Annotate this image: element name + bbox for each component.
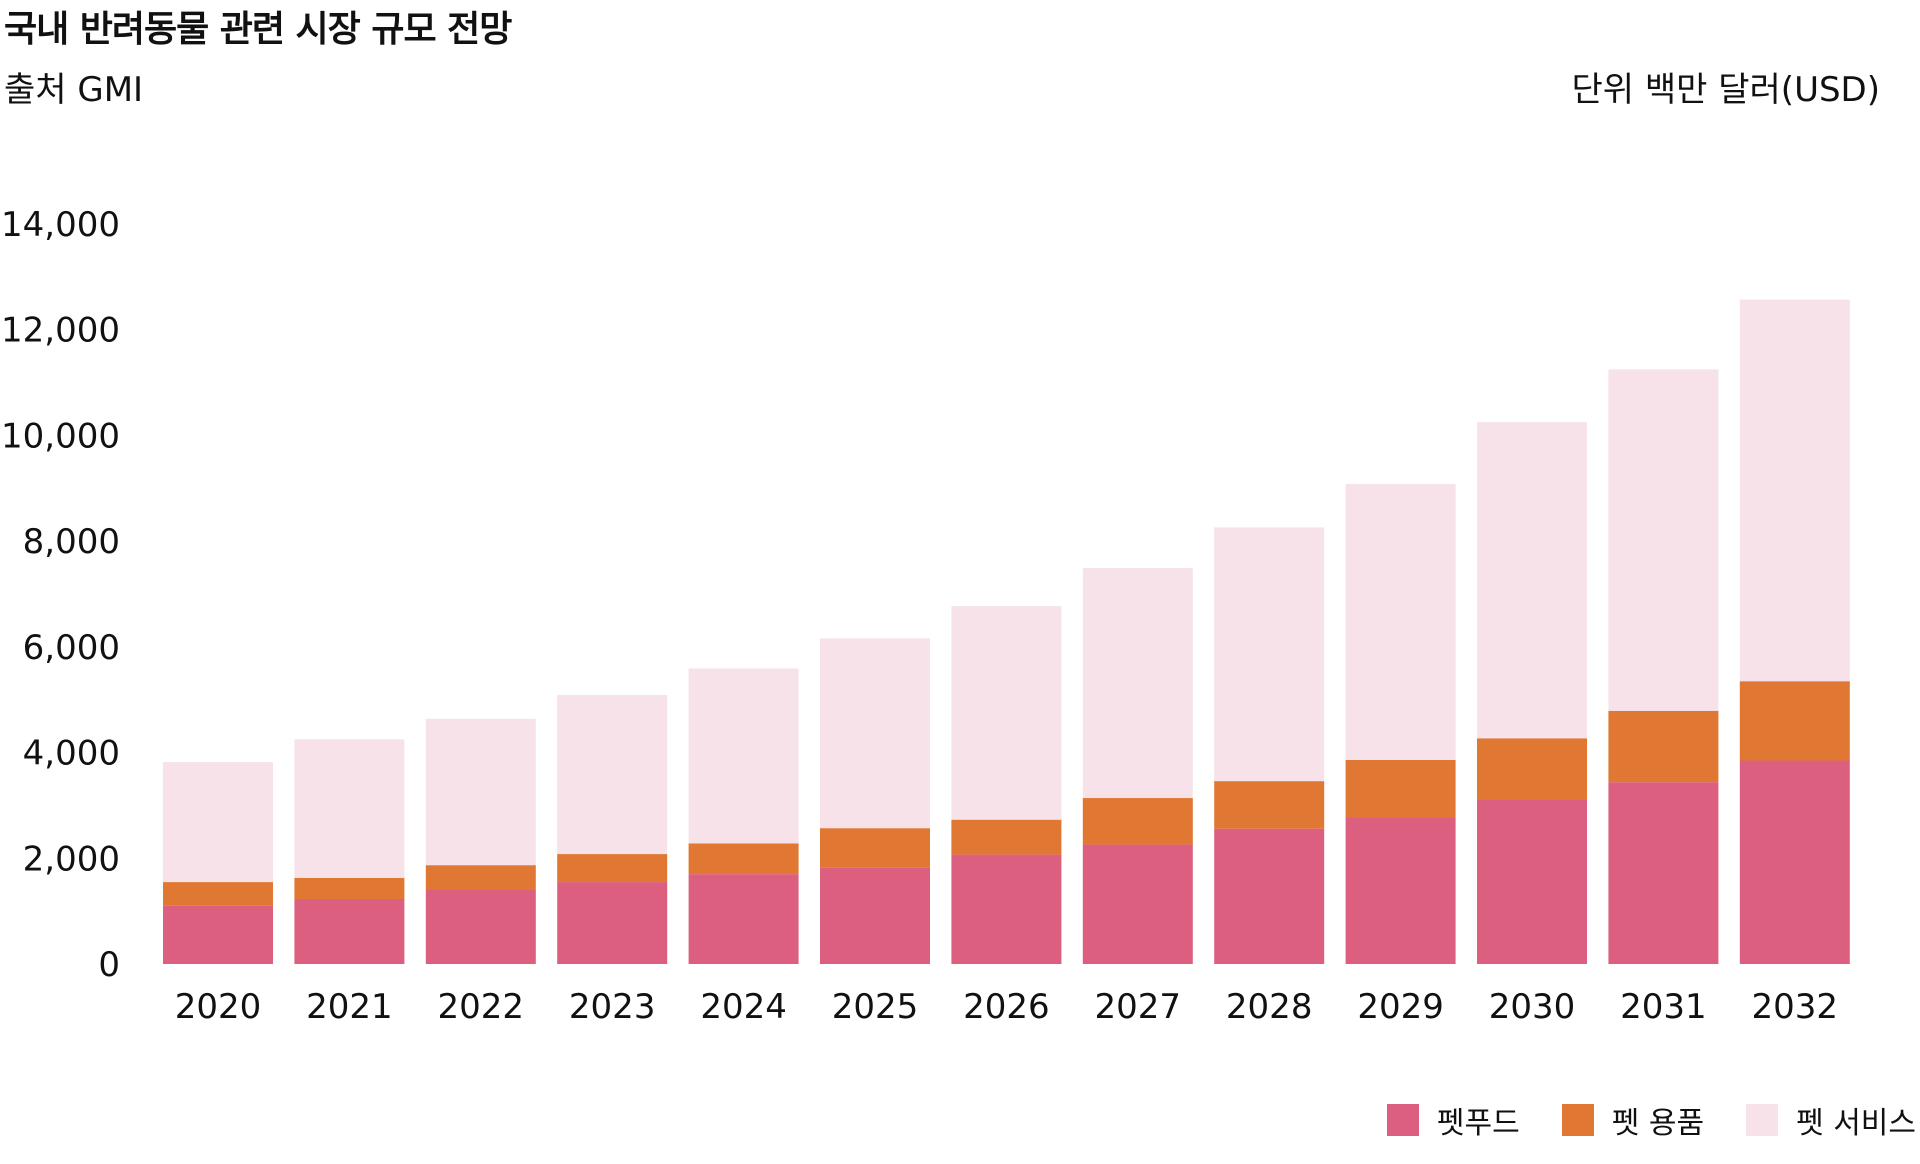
bar-segment-series-2: [820, 638, 930, 829]
bar-segment-series-1: [1082, 798, 1193, 845]
legend-swatch-pet-supplies: [1561, 1104, 1594, 1136]
bar-segment-series-1: [1739, 681, 1850, 761]
bar-segment-series-0: [557, 882, 668, 964]
bar-segment-series-0: [1082, 844, 1193, 964]
bar-segment-series-2: [1608, 369, 1719, 711]
y-tick-label: 10,000: [1, 416, 120, 456]
bar-segment-series-1: [163, 882, 273, 906]
legend-swatch-pet-food: [1386, 1104, 1419, 1136]
bar-segment-series-2: [1214, 527, 1325, 782]
x-tick-label: 2020: [175, 987, 262, 1027]
bar-segment-series-2: [951, 606, 1062, 820]
bar-segment-series-0: [688, 874, 799, 964]
source-label: 출처 GMI: [4, 70, 144, 110]
bar-segment-series-0: [951, 854, 1062, 964]
chart-title: 국내 반려동물 관련 시장 규모 전망: [4, 9, 512, 50]
legend-swatch-pet-services: [1746, 1104, 1779, 1136]
x-tick-label: 2025: [832, 987, 919, 1027]
bar-segment-series-1: [820, 828, 930, 868]
bar-segment-series-0: [1739, 760, 1850, 964]
legend-item-pet-food: 펫푸드: [1386, 1098, 1520, 1142]
bar-segment-series-2: [557, 694, 668, 855]
bar-segment-series-2: [163, 762, 273, 883]
bar-segment-series-2: [294, 739, 405, 878]
legend-item-pet-services: 펫 서비스: [1746, 1098, 1916, 1142]
bar-segment-series-2: [425, 718, 536, 866]
bar-segment-series-1: [951, 819, 1062, 855]
bar-segment-series-0: [1477, 799, 1587, 964]
bar-segment-series-0: [163, 905, 273, 964]
bar-segment-series-0: [294, 898, 405, 964]
bar-segment-series-1: [425, 865, 536, 890]
bar-segment-series-0: [1214, 828, 1325, 964]
bar-segment-series-2: [688, 668, 799, 844]
unit-label: 단위 백만 달러(USD): [1571, 70, 1880, 110]
legend-item-pet-supplies: 펫 용품: [1561, 1098, 1705, 1142]
bar-segment-series-0: [425, 890, 536, 964]
legend: 펫푸드 펫 용품 펫 서비스: [1345, 1098, 1916, 1142]
bar-segment-series-1: [688, 843, 799, 875]
bar-segment-series-2: [1345, 484, 1456, 760]
bar-segment-series-1: [294, 877, 405, 899]
bar-segment-series-0: [1345, 817, 1456, 964]
y-tick-label: 0: [98, 945, 120, 985]
y-tick-label: 8,000: [23, 522, 120, 562]
x-tick-label: 2030: [1489, 987, 1576, 1027]
bar-segment-series-2: [1739, 299, 1850, 682]
x-tick-label: 2022: [438, 987, 525, 1027]
legend-label-pet-services: 펫 서비스: [1796, 1106, 1916, 1141]
bar-segment-series-0: [820, 867, 930, 964]
bar-segment-series-1: [1608, 710, 1719, 783]
legend-label-pet-supplies: 펫 용품: [1611, 1106, 1705, 1141]
x-tick-label: 2026: [963, 987, 1050, 1027]
y-tick-label: 6,000: [23, 628, 120, 668]
bar-segment-series-1: [1214, 781, 1325, 829]
legend-label-pet-food: 펫푸드: [1436, 1106, 1520, 1141]
x-tick-label: 2023: [569, 987, 656, 1027]
bar-segment-series-1: [557, 854, 668, 883]
y-tick-label: 4,000: [23, 734, 120, 774]
bar-segment-series-0: [1608, 782, 1719, 964]
x-tick-label: 2024: [700, 987, 787, 1027]
x-tick-label: 2028: [1226, 987, 1313, 1027]
x-tick-label: 2021: [306, 987, 393, 1027]
y-tick-label: 12,000: [1, 311, 120, 351]
x-tick-label: 2032: [1752, 987, 1839, 1027]
bar-segment-series-1: [1345, 759, 1456, 818]
bar-segment-series-2: [1477, 422, 1587, 739]
bar-segment-series-1: [1477, 738, 1587, 800]
bar-segment-series-2: [1082, 568, 1193, 799]
x-tick-label: 2031: [1620, 987, 1707, 1027]
y-tick-label: 2,000: [23, 839, 120, 879]
x-tick-label: 2029: [1357, 987, 1444, 1027]
y-tick-label: 14,000: [1, 205, 120, 245]
x-tick-label: 2027: [1095, 987, 1182, 1027]
